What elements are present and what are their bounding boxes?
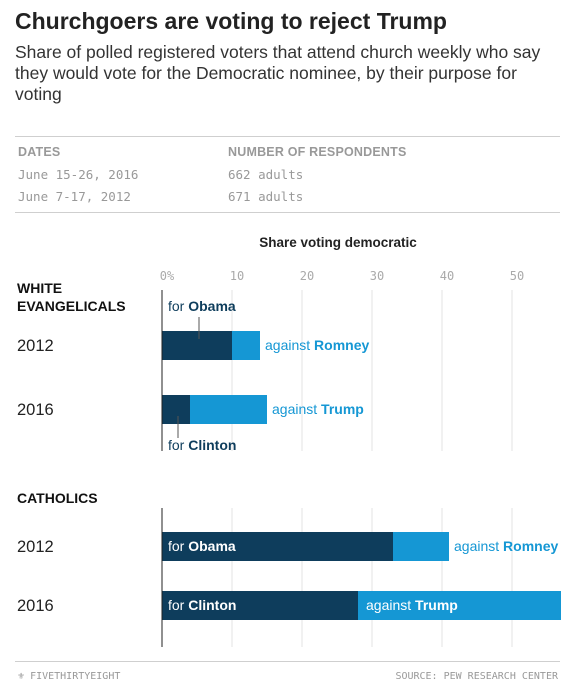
column-header-dates: DATES xyxy=(18,145,61,159)
table-cell-respondents: 662 adults xyxy=(228,167,304,182)
tick-label: 50 xyxy=(510,269,524,283)
table-cell-dates: June 7-17, 2012 xyxy=(18,189,131,204)
bar-label-for: for Obama xyxy=(168,298,236,314)
brand-logo: ⚜ FIVETHIRTYEIGHT xyxy=(18,671,120,682)
year-label: 2012 xyxy=(17,538,54,556)
tick-label: 20 xyxy=(300,269,314,283)
chart-subtitle: Share of polled registered voters that a… xyxy=(15,42,541,104)
bar-for xyxy=(162,532,393,561)
bar-for xyxy=(162,591,358,620)
tick-label: 10 xyxy=(230,269,244,283)
bar-against xyxy=(393,532,449,561)
year-label: 2016 xyxy=(17,401,54,419)
group-label: WHITE xyxy=(17,280,62,296)
year-label: 2016 xyxy=(17,597,54,615)
bar-label-for: for Clinton xyxy=(168,597,236,613)
chart-title: Churchgoers are voting to reject Trump xyxy=(15,8,447,34)
brand-name: FIVETHIRTYEIGHT xyxy=(30,671,121,682)
year-label: 2012 xyxy=(17,337,54,355)
column-header-respondents: NUMBER OF RESPONDENTS xyxy=(228,145,407,159)
table-cell-dates: June 15-26, 2016 xyxy=(18,167,139,182)
bar-against xyxy=(232,331,260,360)
bar-for xyxy=(162,395,190,424)
table-bottom-rule xyxy=(15,212,560,213)
bar-against xyxy=(190,395,267,424)
source-note: SOURCE: PEW RESEARCH CENTER xyxy=(395,671,558,682)
footer-rule xyxy=(15,661,560,662)
bar-label-against: against Trump xyxy=(366,597,458,613)
tick-label: 30 xyxy=(370,269,384,283)
bar-label-against: against Trump xyxy=(272,401,364,417)
bar-label-for: for Clinton xyxy=(168,437,236,453)
table-top-rule xyxy=(15,136,560,137)
fivethirtyeight-icon: ⚜ xyxy=(18,671,25,682)
group-label: CATHOLICS xyxy=(17,490,98,506)
bar-label-for: for Obama xyxy=(168,538,236,554)
axis-title: Share voting democratic xyxy=(259,235,417,250)
group-label: EVANGELICALS xyxy=(17,298,126,314)
bar-chart: Share voting democratic 0% 10 20 30 40 50 WHITE… xyxy=(17,235,561,647)
table-cell-respondents: 671 adults xyxy=(228,189,304,204)
bar-against xyxy=(358,591,561,620)
tick-label: 0% xyxy=(160,269,175,283)
tick-label: 40 xyxy=(440,269,454,283)
bar-for xyxy=(162,331,232,360)
bar-label-against: against Romney xyxy=(454,538,558,554)
bar-label-against: against Romney xyxy=(265,337,369,353)
